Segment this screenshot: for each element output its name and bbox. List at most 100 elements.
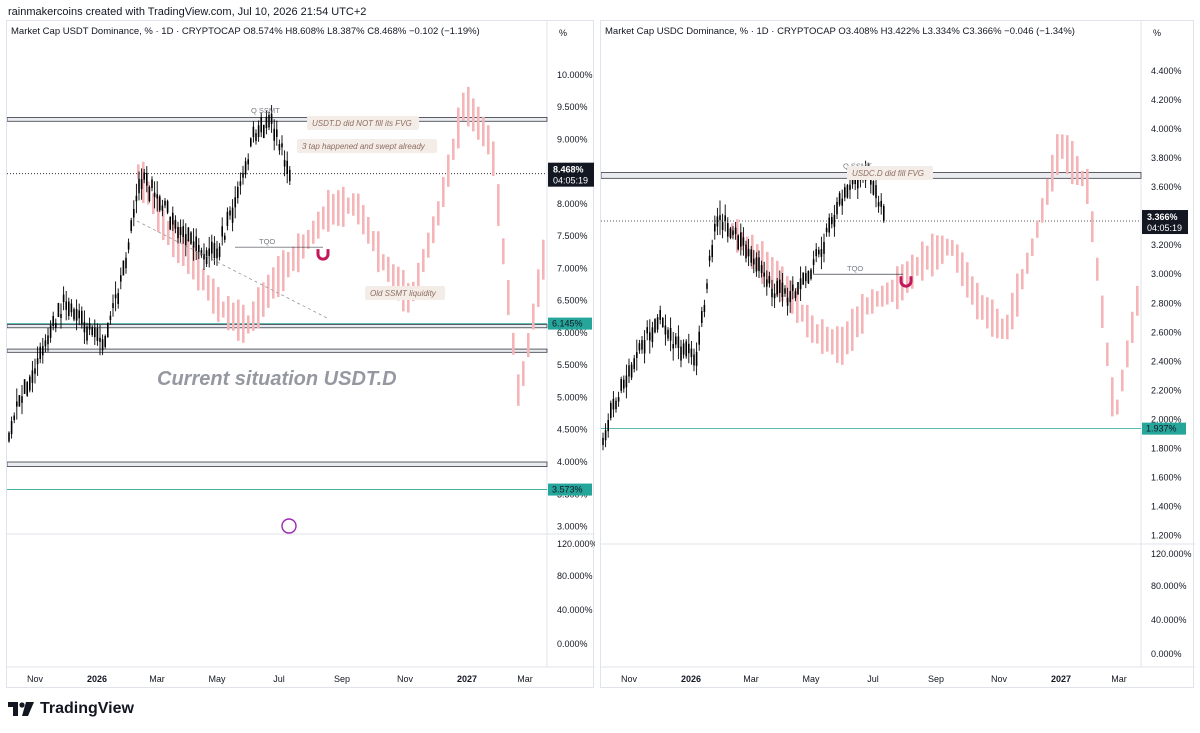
projection-bar bbox=[467, 86, 470, 127]
candle-body bbox=[182, 226, 184, 237]
last-price-label: 8.468% bbox=[553, 165, 584, 175]
y-tick-label: 4.200% bbox=[1151, 95, 1182, 105]
projection-bar bbox=[242, 304, 245, 343]
candle-body bbox=[140, 179, 143, 189]
projection-bar bbox=[841, 326, 844, 365]
candle-body bbox=[234, 197, 236, 208]
candle-body bbox=[213, 243, 216, 259]
projection-bar bbox=[1061, 134, 1064, 159]
chart-panel-usdt[interactable]: %10.000%9.500%9.000%8.500%8.000%7.500%7.… bbox=[6, 20, 595, 689]
projection-bar bbox=[312, 220, 315, 244]
oscillator-tick-label: 0.000% bbox=[557, 639, 588, 649]
projection-bar bbox=[1041, 198, 1044, 223]
usdc-chart-svg[interactable]: %4.400%4.200%4.000%3.800%3.600%3.400%3.2… bbox=[601, 21, 1195, 689]
candle-body bbox=[844, 187, 846, 198]
projection-bar bbox=[916, 257, 919, 276]
projection-bar bbox=[382, 254, 385, 271]
projection-bar bbox=[996, 308, 999, 339]
candle-body bbox=[604, 430, 607, 441]
candle-body bbox=[21, 396, 23, 403]
candle-body bbox=[265, 116, 268, 129]
projection-bar bbox=[257, 287, 260, 329]
candle-body bbox=[729, 228, 732, 238]
projection-bar bbox=[192, 246, 195, 280]
projection-bar bbox=[142, 161, 145, 203]
projection-bar bbox=[152, 193, 155, 214]
projection-bar bbox=[876, 291, 879, 307]
usdt-chart-svg[interactable]: %10.000%9.500%9.000%8.500%8.000%7.500%7.… bbox=[7, 21, 595, 689]
candle-body bbox=[828, 217, 830, 233]
x-tick-label: Sep bbox=[928, 674, 944, 684]
projection-bar bbox=[282, 250, 285, 292]
candle-body bbox=[224, 235, 226, 240]
y-tick-label: 1.600% bbox=[1151, 473, 1182, 483]
projection-bar bbox=[736, 219, 739, 253]
candle-body bbox=[630, 364, 633, 378]
magnet-icon bbox=[899, 276, 913, 288]
projection-bar bbox=[527, 333, 530, 358]
candle-body bbox=[875, 185, 877, 199]
projection-bar bbox=[167, 220, 170, 246]
chart-legend-usdc: Market Cap USDC Dominance, % · 1D · CRYP… bbox=[605, 26, 1075, 37]
candle-body bbox=[818, 249, 820, 255]
oscillator-tick-label: 40.000% bbox=[557, 605, 593, 615]
projection-bar bbox=[172, 220, 175, 258]
axis-unit-label: % bbox=[1153, 28, 1161, 38]
projection-bar bbox=[751, 234, 754, 270]
support-zone bbox=[7, 461, 548, 467]
candle-body bbox=[229, 210, 231, 216]
x-tick-label: Nov bbox=[621, 674, 638, 684]
y-tick-label: 4.000% bbox=[1151, 124, 1182, 134]
y-tick-label: 1.800% bbox=[1151, 444, 1182, 454]
candle-body bbox=[81, 310, 83, 325]
projection-bar bbox=[537, 269, 540, 307]
candle-body bbox=[849, 184, 851, 190]
candle-body bbox=[52, 316, 54, 326]
projection-bar bbox=[846, 321, 849, 355]
projection-bar bbox=[1076, 156, 1079, 186]
chart-panel-usdc[interactable]: %4.400%4.200%4.000%3.800%3.600%3.400%3.2… bbox=[600, 20, 1195, 689]
projection-bar bbox=[1016, 273, 1019, 317]
projection-bar bbox=[442, 177, 445, 207]
candle-body bbox=[646, 327, 648, 334]
projection-bar bbox=[227, 295, 230, 331]
candle-body bbox=[797, 281, 799, 295]
countdown-label: 04:05:19 bbox=[553, 176, 588, 186]
projection-bar bbox=[1111, 377, 1114, 417]
support-zone bbox=[7, 324, 548, 329]
y-tick-label: 2.400% bbox=[1151, 356, 1182, 366]
y-tick-label: 2.800% bbox=[1151, 298, 1182, 308]
candle-body bbox=[198, 245, 200, 253]
candle-body bbox=[187, 227, 190, 242]
candle-body bbox=[283, 160, 286, 167]
projection-bar bbox=[422, 249, 425, 272]
candle-body bbox=[289, 169, 291, 182]
tradingview-brand: TradingView bbox=[40, 700, 134, 717]
y-tick-label: 5.000% bbox=[557, 392, 588, 402]
x-tick-label: May bbox=[802, 674, 820, 684]
candle-body bbox=[825, 227, 828, 233]
candle-body bbox=[60, 314, 62, 318]
candle-body bbox=[721, 222, 724, 230]
x-tick-label: Jul bbox=[867, 674, 879, 684]
candle-body bbox=[617, 397, 620, 402]
projection-bar bbox=[507, 280, 510, 316]
x-tick-label: Mar bbox=[1111, 674, 1127, 684]
candle-body bbox=[70, 303, 73, 313]
projection-bar bbox=[157, 196, 160, 233]
candle-body bbox=[208, 248, 210, 256]
candle-body bbox=[65, 301, 67, 310]
candle-body bbox=[794, 291, 797, 299]
y-tick-label: 1.200% bbox=[1151, 531, 1182, 541]
candle-body bbox=[719, 215, 721, 221]
projection-bar bbox=[1031, 238, 1034, 257]
candle-body bbox=[96, 328, 99, 341]
projection-bar bbox=[492, 141, 495, 177]
candle-body bbox=[831, 217, 833, 225]
candle-body bbox=[42, 346, 44, 356]
y-tick-label: 8.000% bbox=[557, 199, 588, 209]
candle-body bbox=[620, 379, 622, 391]
projection-bar bbox=[462, 92, 465, 121]
projection-bar bbox=[971, 276, 974, 305]
x-tick-label: 2027 bbox=[457, 674, 477, 684]
